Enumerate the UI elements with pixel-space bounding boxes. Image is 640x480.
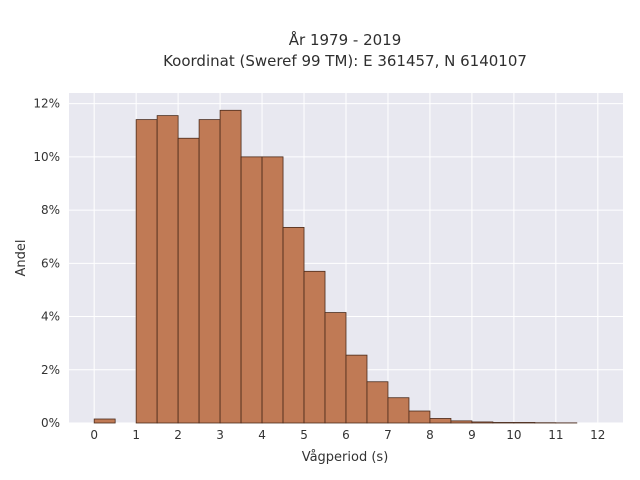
x-tick-label: 1 bbox=[132, 428, 140, 442]
chart-title: År 1979 - 2019 bbox=[289, 30, 402, 49]
y-tick-label: 10% bbox=[33, 150, 60, 164]
x-tick-label: 0 bbox=[90, 428, 98, 442]
histogram-bar bbox=[450, 420, 473, 424]
histogram-bar bbox=[135, 119, 158, 424]
x-tick-label: 10 bbox=[506, 428, 521, 442]
x-tick-label: 11 bbox=[548, 428, 563, 442]
histogram-bar bbox=[282, 226, 305, 424]
y-axis-ticks: 0% 2% 4% 6% 8% 10% 12% bbox=[33, 97, 60, 430]
x-tick-label: 12 bbox=[590, 428, 605, 442]
y-tick-label: 0% bbox=[41, 416, 60, 430]
histogram-bar bbox=[198, 119, 221, 424]
x-tick-label: 3 bbox=[216, 428, 224, 442]
histogram-bar bbox=[513, 422, 536, 424]
histogram-bar bbox=[471, 421, 494, 424]
histogram-bar bbox=[240, 156, 263, 424]
x-tick-label: 7 bbox=[384, 428, 392, 442]
histogram-bar bbox=[324, 312, 347, 424]
histogram-bar bbox=[177, 137, 200, 424]
x-axis-ticks: 0 1 2 3 4 5 6 7 8 9 10 11 12 bbox=[90, 428, 605, 442]
histogram-bar bbox=[219, 109, 242, 424]
histogram-bar bbox=[408, 410, 431, 424]
histogram-bar bbox=[429, 418, 452, 424]
y-tick-label: 2% bbox=[41, 363, 60, 377]
histogram-bar bbox=[303, 270, 326, 424]
histogram-bar bbox=[261, 156, 284, 424]
histogram-bar bbox=[387, 397, 410, 424]
y-tick-label: 12% bbox=[33, 97, 60, 111]
x-axis-label: Vågperiod (s) bbox=[302, 450, 389, 465]
x-tick-label: 8 bbox=[426, 428, 434, 442]
x-tick-label: 2 bbox=[174, 428, 182, 442]
chart-subtitle: Koordinat (Sweref 99 TM): E 361457, N 61… bbox=[163, 52, 527, 70]
histogram-bar bbox=[366, 381, 389, 424]
x-tick-label: 6 bbox=[342, 428, 350, 442]
histogram-bar bbox=[156, 115, 179, 424]
histogram-bar bbox=[345, 354, 368, 424]
x-tick-label: 4 bbox=[258, 428, 266, 442]
bars bbox=[93, 109, 578, 424]
y-tick-label: 8% bbox=[41, 203, 60, 217]
x-tick-label: 5 bbox=[300, 428, 308, 442]
x-tick-label: 9 bbox=[468, 428, 476, 442]
y-tick-label: 6% bbox=[41, 256, 60, 270]
histogram-bar bbox=[93, 418, 116, 424]
y-tick-label: 4% bbox=[41, 310, 60, 324]
histogram-bar bbox=[492, 422, 515, 424]
y-axis-label: Andel bbox=[14, 240, 29, 277]
